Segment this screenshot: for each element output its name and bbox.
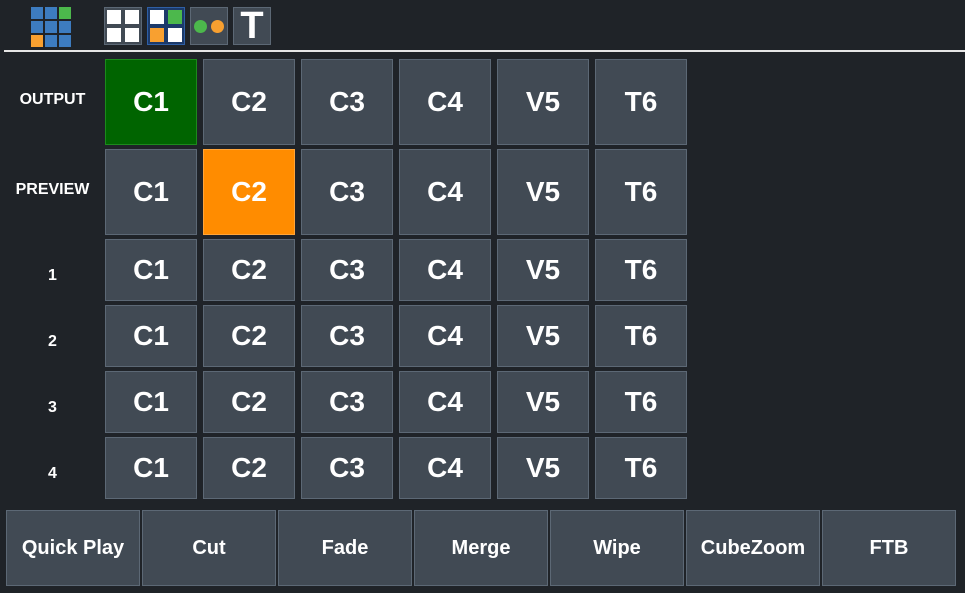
transition-button-cut[interactable]: Cut <box>142 510 276 586</box>
row-label: 2 <box>48 333 57 350</box>
source-button-c3[interactable]: C3 <box>301 239 393 301</box>
source-button-c3[interactable]: C3 <box>301 59 393 145</box>
transition-button-merge[interactable]: Merge <box>414 510 548 586</box>
source-button-c4[interactable]: C4 <box>399 305 491 367</box>
source-button-c2[interactable]: C2 <box>203 239 295 301</box>
source-button-c2[interactable]: C2 <box>203 305 295 367</box>
source-button-v5[interactable]: V5 <box>497 371 589 433</box>
source-button-c4[interactable]: C4 <box>399 437 491 499</box>
source-button-c2[interactable]: C2 <box>203 59 295 145</box>
source-button-v5[interactable]: V5 <box>497 149 589 235</box>
dual-dots-icon[interactable] <box>190 7 228 45</box>
source-button-c1[interactable]: C1 <box>105 59 197 145</box>
source-button-c1[interactable]: C1 <box>105 371 197 433</box>
source-button-t6[interactable]: T6 <box>595 239 687 301</box>
quad-view-icon[interactable] <box>104 7 142 45</box>
row-label: 3 <box>48 399 57 416</box>
transition-button-quick-play[interactable]: Quick Play <box>6 510 140 586</box>
source-button-c4[interactable]: C4 <box>399 149 491 235</box>
source-button-v5[interactable]: V5 <box>497 305 589 367</box>
transition-button-cubezoom[interactable]: CubeZoom <box>686 510 820 586</box>
source-button-c2[interactable]: C2 <box>203 437 295 499</box>
source-button-v5[interactable]: V5 <box>497 437 589 499</box>
source-button-v5[interactable]: V5 <box>497 59 589 145</box>
header-divider <box>4 50 965 52</box>
transition-button-ftb[interactable]: FTB <box>822 510 956 586</box>
source-button-c1[interactable]: C1 <box>105 437 197 499</box>
source-button-c3[interactable]: C3 <box>301 149 393 235</box>
source-button-c4[interactable]: C4 <box>399 239 491 301</box>
source-button-c3[interactable]: C3 <box>301 371 393 433</box>
source-button-t6[interactable]: T6 <box>595 59 687 145</box>
row-label: 1 <box>48 267 57 284</box>
grid-logo-icon <box>31 7 71 47</box>
row-label: PREVIEW <box>15 181 90 198</box>
source-button-c1[interactable]: C1 <box>105 239 197 301</box>
row-label: 4 <box>48 465 57 482</box>
source-button-c3[interactable]: C3 <box>301 437 393 499</box>
source-button-c1[interactable]: C1 <box>105 149 197 235</box>
multiview-layout-icon[interactable] <box>147 7 185 45</box>
source-button-t6[interactable]: T6 <box>595 437 687 499</box>
title-text-icon[interactable]: T <box>233 5 271 47</box>
source-button-c2[interactable]: C2 <box>203 371 295 433</box>
source-button-c4[interactable]: C4 <box>399 59 491 145</box>
source-button-t6[interactable]: T6 <box>595 149 687 235</box>
row-label: OUTPUT <box>19 91 86 108</box>
source-button-t6[interactable]: T6 <box>595 305 687 367</box>
source-button-c3[interactable]: C3 <box>301 305 393 367</box>
source-button-t6[interactable]: T6 <box>595 371 687 433</box>
source-button-c4[interactable]: C4 <box>399 371 491 433</box>
source-button-c1[interactable]: C1 <box>105 305 197 367</box>
transition-button-fade[interactable]: Fade <box>278 510 412 586</box>
transition-button-wipe[interactable]: Wipe <box>550 510 684 586</box>
source-button-c2[interactable]: C2 <box>203 149 295 235</box>
source-button-v5[interactable]: V5 <box>497 239 589 301</box>
